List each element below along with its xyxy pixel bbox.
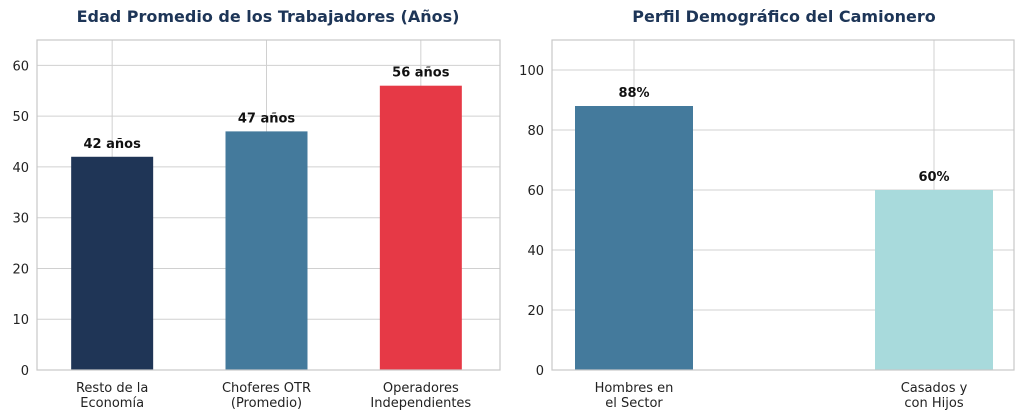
x-tick-label: Casados y con Hijos — [901, 381, 968, 411]
y-tick-label: 30 — [12, 212, 29, 227]
y-tick-label: 20 — [527, 304, 544, 319]
plot-frame — [36, 39, 501, 371]
bar — [379, 85, 462, 370]
plot-frame — [551, 39, 1015, 371]
chart-average-age: Edad Promedio de los Trabajadores (Años)… — [12, 7, 501, 411]
bar — [875, 190, 993, 370]
y-tick-label: 40 — [527, 244, 544, 259]
data-label: 42 años — [84, 137, 142, 152]
y-tick-label: 50 — [12, 110, 29, 125]
data-label: 47 años — [238, 111, 296, 126]
data-label: 88% — [618, 86, 649, 101]
y-tick-label: 20 — [12, 262, 29, 277]
x-tick-label: Resto de la Economía — [76, 381, 148, 411]
chart-demographic-profile: Perfil Demográfico del Camionero 0 20 40 60 8… — [519, 7, 1015, 411]
y-tick-label: 40 — [12, 161, 29, 176]
y-tick-label: 80 — [527, 124, 544, 139]
bar — [71, 156, 154, 370]
x-tick-label: Choferes OTR (Promedio) — [222, 381, 311, 411]
data-label: 60% — [918, 170, 949, 185]
y-tick-label: 0 — [536, 364, 544, 379]
chart-title: Perfil Demográfico del Camionero — [632, 7, 935, 26]
chart-title: Edad Promedio de los Trabajadores (Años) — [77, 7, 460, 26]
y-tick-label: 60 — [12, 59, 29, 74]
x-tick-label: Hombres en el Sector — [595, 381, 674, 411]
y-tick-label: 10 — [12, 313, 29, 328]
bar — [225, 131, 308, 370]
y-tick-label: 60 — [527, 184, 544, 199]
y-tick-label: 100 — [519, 64, 544, 79]
data-label: 56 años — [392, 66, 450, 81]
x-tick-label: Operadores Independientes — [370, 381, 471, 411]
y-tick-label: 0 — [21, 364, 29, 379]
bar — [575, 106, 693, 370]
